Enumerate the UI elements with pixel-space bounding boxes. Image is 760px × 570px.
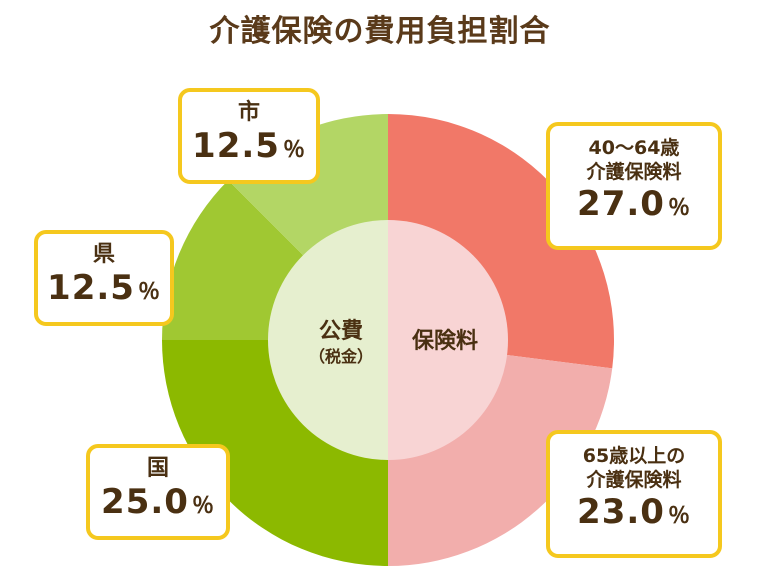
national-name: 国	[146, 456, 169, 481]
public-sub-label: （税金）	[308, 347, 373, 366]
ins65-percent: 23.0 ％	[577, 492, 691, 532]
city-name: 市	[237, 100, 260, 125]
center-label-insurance: 保険料	[393, 328, 497, 356]
ins40-percent: 27.0 ％	[577, 184, 691, 224]
city-percent: 12.5 ％	[192, 126, 306, 166]
label-insurance-65plus: 65歳以上の 介護保険料 23.0 ％	[546, 430, 722, 558]
label-national: 国 25.0 ％	[86, 444, 230, 540]
ins65-line2: 介護保険料	[586, 469, 682, 491]
ins65-line1: 65歳以上の	[582, 445, 686, 467]
public-label: 公費	[318, 319, 363, 344]
prefecture-name: 県	[92, 242, 115, 267]
inner-ring	[268, 220, 508, 460]
label-city: 市 12.5 ％	[178, 88, 320, 184]
label-prefecture: 県 12.5 ％	[34, 230, 174, 326]
center-label-public: 公費 （税金）	[296, 318, 386, 368]
national-percent: 25.0 ％	[101, 482, 215, 522]
chart-title: 介護保険の費用負担割合	[209, 14, 551, 49]
ins40-line2: 介護保険料	[586, 161, 682, 183]
ins40-line1: 40〜64歳	[588, 137, 680, 159]
label-insurance-40-64: 40〜64歳 介護保険料 27.0 ％	[546, 122, 722, 250]
insurance-label: 保険料	[411, 329, 478, 354]
inner-slice-0	[388, 220, 508, 460]
inner-slice-1	[268, 220, 388, 460]
prefecture-percent: 12.5 ％	[47, 268, 161, 308]
